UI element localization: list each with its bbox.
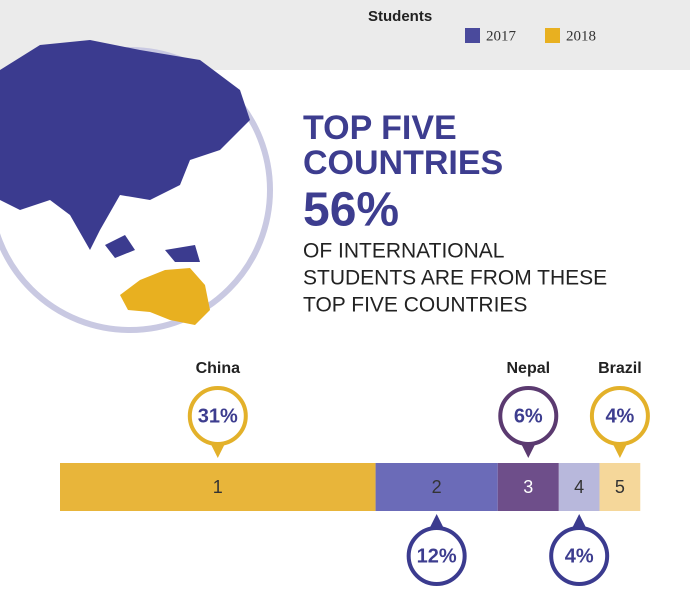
rank-label: 3 <box>523 477 533 497</box>
headline: TOP FIVE <box>303 109 457 147</box>
legend-title: Students <box>368 8 432 25</box>
rank-label: 5 <box>615 477 625 497</box>
legend-label: 2017 <box>486 28 517 44</box>
value-label: 4% <box>605 405 634 427</box>
category-label: Brazil <box>598 360 642 377</box>
category-label: Nepal <box>506 360 550 377</box>
legend-swatch <box>545 28 560 43</box>
rank-label: 1 <box>213 477 223 497</box>
description: STUDENTS ARE FROM THESE <box>303 267 607 290</box>
pin-circle <box>187 386 248 446</box>
pin-circle <box>589 386 650 446</box>
value-label: 12% <box>417 545 457 567</box>
value-label: 4% <box>565 545 594 567</box>
australia <box>120 268 210 325</box>
asia <box>0 40 250 250</box>
description: TOP FIVE COUNTRIES <box>303 294 527 317</box>
bar-segment <box>558 463 600 511</box>
bar-segment <box>375 463 498 511</box>
globe <box>0 40 273 333</box>
legend-label: 2018 <box>566 28 596 44</box>
bar-chart: 1 31% China 2 12% 3 6% Nepal 4 4% 5 4% Brazil <box>60 360 650 586</box>
rank-label: 2 <box>432 477 442 497</box>
pin-circle <box>406 526 467 586</box>
stat: 56% <box>303 184 399 237</box>
legend-swatch <box>465 28 480 43</box>
pin-circle <box>498 386 559 446</box>
legend: 2017 2018 <box>465 28 596 44</box>
rank-label: 4 <box>574 477 584 497</box>
value-label: 6% <box>514 405 543 427</box>
headline: COUNTRIES <box>303 144 503 182</box>
pin-circle <box>549 526 610 586</box>
category-label: China <box>196 360 241 377</box>
bar-segment <box>599 463 641 511</box>
bar-segment <box>60 463 376 511</box>
islands <box>105 235 200 262</box>
value-label: 31% <box>198 405 238 427</box>
description: OF INTERNATIONAL <box>303 240 504 263</box>
bar-segment <box>497 463 559 511</box>
